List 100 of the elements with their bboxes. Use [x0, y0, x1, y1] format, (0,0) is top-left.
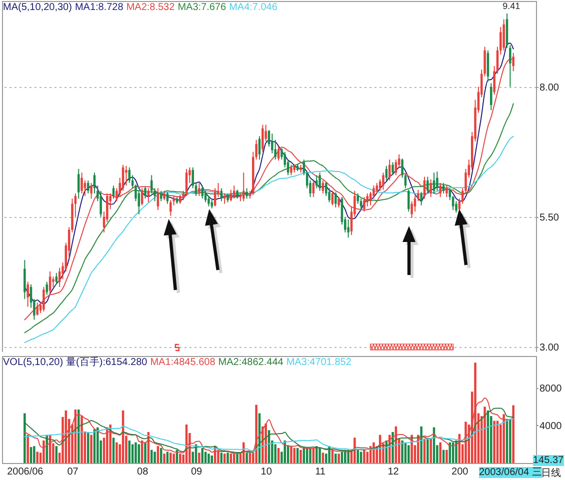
bar — [201, 448, 204, 463]
bar — [220, 452, 223, 463]
line-series — [24, 136, 514, 344]
bar — [322, 452, 324, 463]
x-tick-label: 10 — [260, 466, 272, 478]
candlestick — [502, 18, 505, 51]
bar — [430, 438, 432, 463]
bar — [493, 420, 496, 463]
bar — [33, 446, 36, 463]
bar — [236, 454, 238, 463]
candlestick — [262, 124, 264, 152]
bar — [134, 442, 137, 463]
line-series — [24, 103, 514, 334]
x-tick-label: 2006/06 — [7, 466, 44, 478]
x-tick-label: 08 — [137, 466, 149, 478]
candlestick — [436, 171, 438, 192]
bar — [144, 442, 146, 463]
x-tick-label: 200 — [452, 466, 469, 478]
bar — [340, 452, 344, 463]
bar — [334, 454, 337, 463]
bar — [484, 406, 486, 463]
y-tick-label: 8000 — [540, 383, 562, 394]
candlestick — [46, 281, 48, 296]
candlestick — [112, 185, 115, 200]
candlestick — [24, 259, 26, 300]
text: 145.37 — [533, 455, 564, 466]
bar — [426, 438, 429, 463]
candlestick — [77, 168, 80, 200]
candlestick — [509, 44, 512, 88]
candlestick — [55, 272, 58, 285]
text: 日线 — [541, 468, 561, 479]
bar — [208, 454, 210, 463]
text: MA2:8.532 — [126, 2, 175, 13]
legend-title: MA(5,10,20,30) — [3, 2, 72, 13]
bar — [318, 448, 321, 463]
text: MA4:7.046 — [229, 2, 278, 13]
bar — [309, 448, 312, 463]
annotation: 量(百手):6154.280 — [66, 357, 148, 368]
x-tick-label: 11 — [315, 466, 326, 478]
bar — [204, 452, 207, 463]
bar — [509, 418, 512, 463]
candlestick — [36, 302, 38, 316]
candlestick — [246, 188, 248, 200]
bar — [226, 452, 229, 463]
line-series — [24, 418, 514, 452]
candlestick — [163, 190, 166, 201]
candlestick — [392, 162, 394, 176]
bar — [90, 434, 92, 463]
bar — [300, 450, 302, 463]
bar — [36, 452, 38, 463]
y-tick-label: 5.50 — [540, 212, 560, 224]
bar — [407, 445, 410, 463]
candlestick — [42, 286, 45, 312]
bar — [360, 452, 362, 463]
candlestick — [376, 182, 378, 194]
bar — [446, 450, 448, 463]
bar — [96, 427, 99, 463]
candlestick — [363, 196, 366, 212]
candlestick — [490, 82, 492, 111]
candlestick — [420, 191, 422, 206]
y-tick-label: 4000 — [540, 420, 562, 432]
legend-title: VOL(5,10,20) — [3, 357, 64, 368]
candlestick — [439, 182, 442, 198]
candlestick — [334, 192, 337, 208]
candlestick — [322, 180, 324, 194]
text: MA3:7.676 — [178, 2, 226, 13]
bar — [116, 442, 118, 463]
bar — [401, 440, 404, 463]
bar — [24, 413, 26, 463]
candlestick — [125, 165, 128, 186]
candlestick — [382, 172, 384, 190]
candlestick — [318, 172, 321, 192]
candlestick — [347, 218, 350, 238]
bar — [284, 440, 286, 463]
candlestick — [86, 180, 90, 194]
candlestick — [52, 276, 54, 288]
text: MA1:4845.608 — [150, 357, 216, 368]
candlestick — [446, 185, 448, 198]
bar — [198, 452, 200, 463]
candlestick — [430, 178, 432, 198]
text: MA2:4862.444 — [218, 357, 284, 368]
candlestick — [170, 200, 172, 216]
candlestick — [90, 182, 92, 200]
candlestick — [26, 281, 29, 308]
candlestick — [385, 165, 388, 181]
x-tick-label: 07 — [67, 466, 79, 478]
candlestick — [80, 172, 83, 194]
x-tick-label: 12 — [388, 466, 400, 478]
y-tick-label: 8.00 — [540, 82, 560, 94]
candlestick — [201, 185, 204, 200]
bar — [86, 432, 90, 463]
candlestick — [407, 189, 410, 212]
x-tick-label: 09 — [190, 466, 203, 478]
text: MA3:4701.852 — [286, 357, 352, 368]
bar — [439, 442, 442, 463]
bar — [448, 442, 452, 463]
annotation: 9.41 — [502, 1, 520, 12]
candlestick — [442, 182, 445, 194]
y-tick-label: 3.00 — [540, 342, 560, 354]
bar — [274, 444, 276, 463]
